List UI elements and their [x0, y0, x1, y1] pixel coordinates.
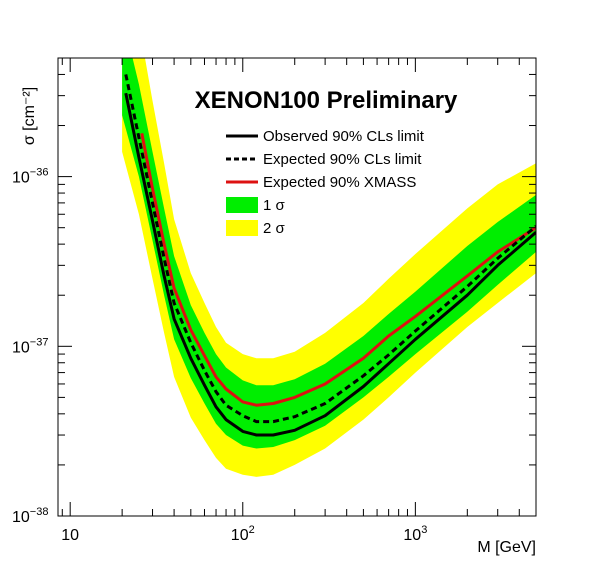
x-tick-label: 103 [403, 524, 427, 544]
plot-frame [57, 57, 537, 517]
legend-label: 1 σ [263, 197, 286, 214]
x-axis-title: M [GeV] [477, 539, 536, 556]
y-tick-label: 10−38 [12, 506, 48, 526]
uncertainty-bands [122, 58, 536, 477]
legend-label: Expected 90% CLs limit [263, 151, 422, 168]
observed-limit-line [124, 92, 536, 437]
y-axis-title: σ [cm⁻²] [21, 87, 38, 145]
legend-label: Observed 90% CLs limit [263, 128, 425, 145]
legend-swatch [226, 197, 258, 213]
legend: Observed 90% CLs limit Expected 90% CLs l… [226, 128, 425, 237]
axis-ticks [58, 57, 537, 517]
xmass-limit-line [140, 133, 536, 407]
y-tick-label: 10−37 [12, 336, 48, 356]
y-tick-label: 10−36 [12, 167, 48, 187]
tick-labels: 10 102 103 10−38 10−37 10−36 [12, 167, 427, 544]
x-tick-label: 10 [61, 527, 79, 544]
legend-item-xmass: Expected 90% XMASS [226, 174, 416, 191]
chart-title: XENON100 Preliminary [195, 87, 458, 114]
legend-swatch [226, 220, 258, 236]
legend-item-band-1sigma: 1 σ [226, 197, 286, 214]
limit-curves [124, 74, 536, 437]
legend-item-observed: Observed 90% CLs limit [226, 128, 425, 145]
legend-item-band-2sigma: 2 σ [226, 220, 286, 237]
band-1sigma-band [122, 58, 536, 449]
legend-label: 2 σ [263, 220, 286, 237]
x-tick-label: 102 [231, 524, 255, 544]
legend-label: Expected 90% XMASS [263, 174, 416, 191]
legend-item-expected: Expected 90% CLs limit [226, 151, 422, 168]
expected-limit-line [124, 74, 536, 424]
